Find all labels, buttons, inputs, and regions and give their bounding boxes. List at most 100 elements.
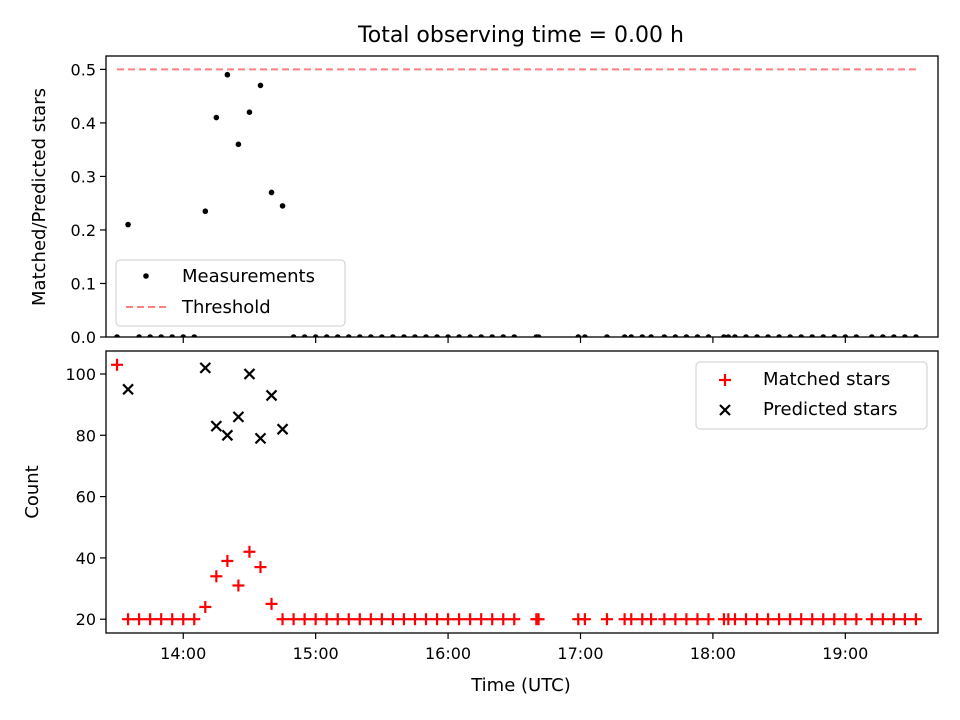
measurement-point [456,334,462,337]
measurement-point [842,334,849,337]
measurement-point [694,334,701,337]
measurement-point [628,334,635,337]
measurement-point [661,334,668,337]
measurement-point [880,334,886,337]
measurement-point [423,334,429,337]
legend-marker-predicted [719,404,731,416]
matched-point [320,613,333,626]
y-tick-label: 0.5 [71,60,96,79]
y-tick-label: 60 [76,488,96,507]
predicted-point [243,368,256,380]
measurement-point [765,334,771,337]
matched-point [232,579,245,592]
matched-point [680,613,693,626]
matched-point [177,613,190,626]
measurement-point [639,334,646,337]
measurement-point [390,334,396,337]
predicted-point [265,389,278,402]
measurement-point [235,141,242,148]
measurement-point [368,334,374,337]
legend-label-predicted: Predicted stars [763,399,897,420]
matched-point [887,613,900,626]
matched-point [397,613,410,626]
matched-point [342,613,355,626]
predicted-point-b [221,429,234,442]
measurement-point [535,334,542,337]
matched-point [166,613,179,626]
matched-point [898,613,911,626]
measurement-point [732,334,738,337]
measurement-point [114,334,120,337]
measurement-point [478,334,484,337]
predicted-point [276,423,289,435]
predicted-point-b [265,389,278,402]
y-tick-label: 0.0 [71,328,96,347]
matched-point [839,613,852,626]
matched-point [669,613,682,626]
matched-point [865,613,878,626]
y-tick-label: 0.4 [71,114,96,133]
plot-area-top [105,55,939,338]
x-tick-label: 18:00 [690,644,736,663]
y-axis-label-bottom: Count [22,465,43,518]
measurement-point [648,334,654,337]
matched-point [188,613,201,626]
measurement-point [604,334,610,337]
predicted-point-b [243,368,256,380]
matched-point [728,613,741,626]
matched-point [806,613,819,626]
matched-point [144,613,157,626]
matched-point [155,613,168,626]
matched-point [364,613,377,626]
measurement-point [136,334,142,337]
legend-frame-top [115,259,346,327]
predicted-point-b [210,420,223,432]
predicted-point [210,420,223,432]
measurement-point [754,334,760,337]
matched-point [773,613,786,626]
matched-point [600,613,613,626]
matched-point [762,613,775,626]
matched-point [578,613,591,626]
predicted-point [221,429,234,442]
matched-point [199,600,212,613]
y-tick-label: 80 [76,426,96,445]
matched-point [702,613,715,626]
matched-point [532,613,545,626]
measurement-point [202,208,209,215]
x-tick-label: 14:00 [160,644,206,663]
chart-title: Total observing time = 0.00 h [357,23,684,48]
matched-point [817,613,830,626]
matched-point [287,613,300,626]
panel-counts: Count Time (UTC) 20 40 60 80 100 14:00 15:00 16… [22,350,939,696]
measurement-point [705,334,712,337]
matched-point [420,613,432,626]
measurement-point [356,334,363,337]
measurement-point [434,334,440,337]
legend-bottom: Matched stars Predicted stars [695,361,928,430]
matched-point [221,554,234,567]
legend-marker-matched [719,374,731,386]
y-tick-label: 0.2 [71,221,96,240]
measurement-point [621,334,628,337]
matched-point [309,613,322,626]
y-tick-label: 40 [76,549,96,568]
predicted-point-b [254,432,267,445]
measurement-point [125,221,131,228]
measurement-point [213,114,220,121]
measurement-point [246,109,253,115]
data-layer [114,68,919,337]
matched-point [265,597,278,610]
matched-point [751,613,764,626]
predicted-point-b [276,423,289,435]
matched-point [497,613,510,626]
matched-point [133,613,146,626]
matched-point [691,613,704,626]
matched-point [784,613,797,626]
measurement-point [379,334,385,337]
measurement-point [868,334,875,337]
matched-point [431,613,444,626]
legend-label-matched: Matched stars [763,369,890,390]
measurement-point [902,334,908,337]
